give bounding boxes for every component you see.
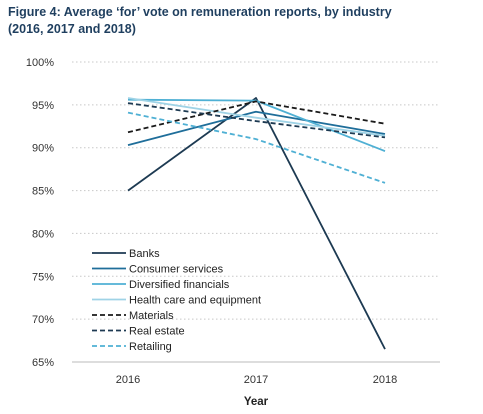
y-tick-label: 65% (32, 357, 54, 369)
series-line-diversified-financials (127, 98, 386, 152)
series-line-banks (127, 97, 386, 350)
legend-label: Diversified financials (129, 279, 230, 291)
y-tick-label: 90% (32, 143, 54, 155)
legend-label: Materials (129, 310, 174, 322)
series-line-retailing (127, 111, 386, 184)
series-line-real-estate (127, 102, 386, 139)
y-tick-label: 70% (32, 314, 54, 326)
y-axis-ticks: 65% 70% 75% 80% 85% 90% 95% 100% (26, 57, 54, 369)
y-tick-label: 85% (32, 186, 54, 198)
series-line-health-care-and-equipment (127, 97, 386, 137)
legend-label: Banks (129, 248, 160, 260)
y-tick-label: 95% (32, 100, 54, 112)
legend-label: Health care and equipment (129, 295, 261, 307)
grid-lines (72, 61, 440, 320)
series-lines (127, 97, 386, 350)
y-tick-label: 100% (26, 57, 54, 69)
y-tick-label: 80% (32, 228, 54, 240)
x-tick-label: 2018 (373, 374, 397, 386)
legend: Banks Consumer services Diversified financ… (92, 248, 261, 353)
legend-label: Consumer services (129, 264, 224, 276)
chart-title: Figure 4: Average ‘for’ vote on remunera… (8, 5, 392, 36)
y-tick-label: 75% (32, 271, 54, 283)
legend-label: Retailing (129, 341, 172, 353)
x-tick-label: 2016 (116, 374, 140, 386)
x-tick-label: 2017 (244, 374, 268, 386)
legend-label: Real estate (129, 326, 185, 338)
x-axis-title: Year (244, 396, 269, 408)
x-axis-ticks: 2016 2017 2018 (116, 374, 397, 386)
series-line-consumer-services (127, 110, 386, 146)
